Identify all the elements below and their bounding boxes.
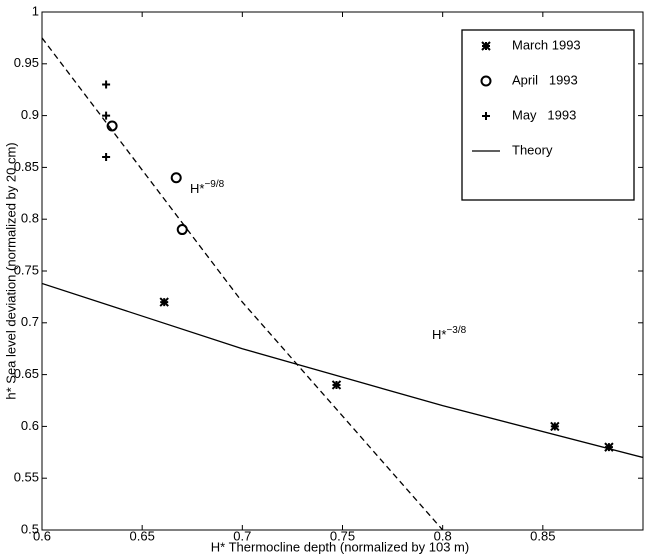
legend-marker xyxy=(480,75,492,87)
x-tick-label: 0.65 xyxy=(130,528,155,543)
point xyxy=(604,442,614,452)
legend-box xyxy=(461,29,635,201)
point xyxy=(170,172,182,184)
x-tick-label: 0.8 xyxy=(434,528,452,543)
y-tick-label: 0.75 xyxy=(14,262,39,277)
y-tick-label: 1 xyxy=(32,3,39,18)
point xyxy=(159,297,169,307)
theory-line xyxy=(42,282,643,459)
x-tick-label: 0.75 xyxy=(330,528,355,543)
legend-marker xyxy=(482,112,490,120)
x-tick-label: 0.7 xyxy=(233,528,251,543)
annotation-text: H* xyxy=(432,327,446,342)
x-tick-label: 0.85 xyxy=(530,528,555,543)
y-tick-label: 0.95 xyxy=(14,55,39,70)
x-tick-label: 0.6 xyxy=(33,528,51,543)
y-tick-label: 0.7 xyxy=(21,314,39,329)
y-tick-label: 0.65 xyxy=(14,366,39,381)
point xyxy=(102,111,111,120)
point xyxy=(176,224,188,236)
legend-label: Theory xyxy=(512,142,553,157)
y-tick-label: 0.85 xyxy=(14,159,39,174)
annotation-exponent: −3/8 xyxy=(446,325,466,336)
point xyxy=(102,153,111,162)
point xyxy=(550,421,560,432)
legend-marker xyxy=(481,41,491,51)
y-tick-label: 0.8 xyxy=(21,211,39,226)
annotation: H*−9/8 xyxy=(190,179,225,197)
legend-label: April 1993 xyxy=(512,72,578,87)
y-tick-label: 0.6 xyxy=(21,418,39,433)
y-tick-label: 0.5 xyxy=(21,521,39,536)
annotation-text: H* xyxy=(190,181,204,196)
y-tick-label: 0.55 xyxy=(14,470,39,485)
dashed-line xyxy=(42,37,444,530)
annotation-exponent: −9/8 xyxy=(204,179,224,190)
y-tick-label: 0.9 xyxy=(21,107,39,122)
legend-label: May 1993 xyxy=(512,107,576,122)
point xyxy=(106,120,118,132)
point xyxy=(331,380,342,390)
x-axis-label: H* Thermocline depth (normalized by 103 … xyxy=(211,539,469,554)
point xyxy=(102,80,111,89)
legend-label: March 1993 xyxy=(512,37,581,52)
y-axis-label: h* Sea level deviation (normalized by 20… xyxy=(3,142,18,399)
annotation: H*−3/8 xyxy=(432,325,467,343)
